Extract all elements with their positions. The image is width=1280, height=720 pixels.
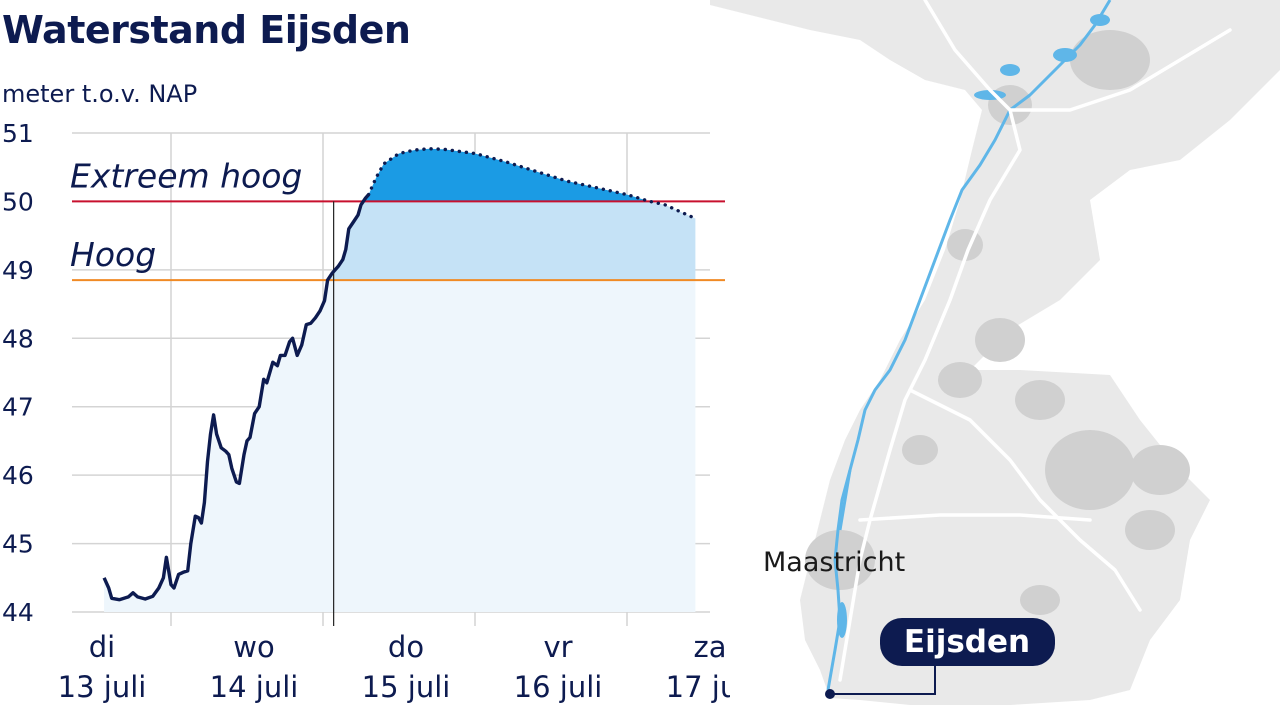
map-water (826, 0, 1112, 691)
x-tick-date: 13 juli (58, 670, 147, 704)
eijsden-callout: Eijsden (825, 618, 1055, 699)
area-fill-normal (104, 280, 696, 612)
map-roads (838, 0, 1232, 682)
y-tick-labels: 44 45 46 47 48 49 50 51 (2, 119, 34, 627)
area-fill (104, 148, 696, 612)
y-tick-label: 51 (2, 119, 34, 148)
measured-series-line (102, 193, 370, 602)
limburg-map: Eijsden Maastricht (710, 0, 1280, 705)
y-axis-unit-label: meter t.o.v. NAP (2, 80, 198, 108)
x-tick-day: do (388, 630, 424, 664)
threshold-label: Extreem hoog (70, 156, 302, 195)
maastricht-label: Maastricht (763, 547, 905, 578)
x-tick-date: 14 juli (210, 670, 299, 704)
y-tick-label: 47 (2, 393, 34, 422)
x-tick-day: wo (233, 630, 274, 664)
x-tick-day: vr (543, 630, 572, 664)
x-tick-date: 15 juli (362, 670, 451, 704)
y-tick-label: 46 (2, 461, 34, 490)
x-tick-labels: di 13 juli wo 14 juli do 15 juli vr 16 juli za 17… (58, 630, 730, 704)
eijsden-label: Eijsden (904, 624, 1030, 660)
y-tick-label: 48 (2, 324, 34, 353)
area-fill-rising (104, 280, 328, 612)
x-tick-date: 17 juli (666, 670, 730, 704)
chart-title: Waterstand Eijsden (2, 8, 411, 52)
eijsden-leader-line (830, 660, 936, 695)
threshold-lines (72, 200, 725, 282)
x-tick-day: di (89, 630, 115, 664)
y-tick-label: 45 (2, 530, 34, 559)
x-tick-day: za (694, 630, 727, 664)
y-tick-label: 44 (2, 598, 34, 627)
threshold-labels: Extreem hoog Hoog (70, 156, 302, 274)
map-lakes (837, 14, 1110, 638)
area-fill-high (327, 201, 696, 281)
eijsden-label-box (880, 618, 1055, 666)
urban-areas (805, 30, 1190, 615)
y-tick-label: 49 (2, 256, 34, 285)
x-tick-date: 16 juli (514, 670, 603, 704)
y-tick-label: 50 (2, 187, 34, 216)
threshold-label: Hoog (70, 235, 156, 274)
water-level-chart: 44 45 46 47 48 49 50 51 di 13 juli wo 14 juli do 15 … (2, 119, 730, 704)
